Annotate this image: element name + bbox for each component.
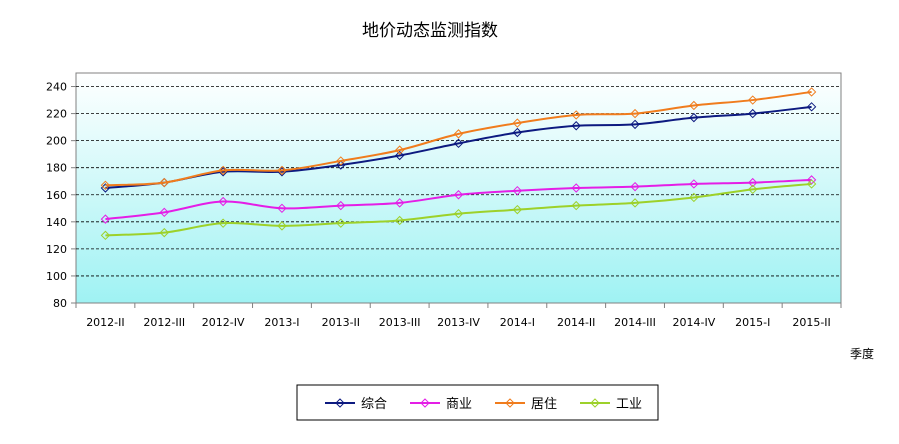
data-point-marker <box>512 118 523 128</box>
data-point-marker <box>394 198 405 208</box>
data-point-marker <box>277 203 287 214</box>
x-tick-label: 2014-IV <box>673 316 716 329</box>
data-point-marker <box>689 100 699 111</box>
legend-item: 工业 <box>580 397 642 412</box>
data-point-marker <box>512 185 523 196</box>
legend-label: 居住 <box>531 397 557 412</box>
series-line <box>105 182 812 237</box>
data-point-marker <box>571 183 581 193</box>
x-axis-label: 季度 <box>850 346 874 361</box>
data-point-marker <box>336 218 346 228</box>
data-point-marker <box>100 180 111 191</box>
series-lines <box>100 87 817 241</box>
data-point-marker <box>571 200 581 211</box>
x-tick-label: 2015-II <box>792 316 830 329</box>
data-point-marker <box>159 207 169 218</box>
data-point-marker <box>512 127 523 138</box>
legend-label: 工业 <box>616 397 642 412</box>
data-point-marker <box>336 160 346 170</box>
x-tick-label: 2012-II <box>86 316 124 329</box>
plot-area <box>75 72 842 304</box>
data-point-marker <box>394 145 405 155</box>
legend-item: 居住 <box>495 397 557 412</box>
y-tick-label: 140 <box>46 216 67 229</box>
data-point-marker <box>100 230 111 241</box>
data-point-marker <box>571 121 581 131</box>
y-tick-label: 200 <box>46 135 67 148</box>
series-3 <box>100 87 817 191</box>
data-point-marker <box>453 190 464 200</box>
chart-title: 地价动态监测指数 <box>362 21 498 41</box>
legend-item: 商业 <box>410 397 472 412</box>
y-tick-label: 160 <box>46 189 67 202</box>
legend-label: 综合 <box>361 397 387 412</box>
data-point-marker <box>453 138 464 149</box>
legend-swatch-marker <box>420 398 430 408</box>
series-4 <box>100 179 817 241</box>
y-tick-label: 240 <box>46 81 67 94</box>
data-point-marker <box>748 177 758 188</box>
x-tick-label: 2012-III <box>143 316 185 329</box>
data-point-marker <box>336 200 346 211</box>
data-point-marker <box>453 208 464 219</box>
data-point-marker <box>748 108 758 119</box>
series-line <box>105 90 812 187</box>
data-point-marker <box>689 179 699 189</box>
data-point-marker <box>630 181 640 192</box>
legend-swatch-marker <box>335 398 345 408</box>
legend-label: 商业 <box>446 397 472 412</box>
data-point-marker <box>394 215 405 226</box>
series-line <box>105 105 812 189</box>
data-point-marker <box>100 214 111 224</box>
x-tick-label: 2014-I <box>500 316 535 329</box>
data-point-marker <box>748 95 758 105</box>
data-point-marker <box>806 87 817 97</box>
data-point-marker <box>689 192 699 203</box>
legend-swatch-marker <box>590 398 600 408</box>
data-point-marker <box>336 156 346 166</box>
y-axis: 80 100 120 140 160 180 200 220 240 <box>46 81 76 310</box>
data-point-marker <box>806 102 817 112</box>
data-point-marker <box>394 150 405 161</box>
data-point-marker <box>748 184 758 195</box>
x-axis: 2012-II 2012-III 2012-IV 2013-I 2013-II 2013-… <box>75 303 842 329</box>
x-tick-label: 2013-I <box>264 316 299 329</box>
data-point-marker <box>630 198 640 208</box>
x-tick-label: 2014-II <box>557 316 595 329</box>
data-point-marker <box>277 165 287 176</box>
data-point-marker <box>630 119 640 130</box>
legend: 综合 商业 居住 工业 <box>296 384 659 421</box>
series-line <box>105 178 812 221</box>
y-tick-label: 100 <box>46 270 67 283</box>
data-point-marker <box>806 175 817 185</box>
y-tick-label: 220 <box>46 108 67 121</box>
y-tick-label: 120 <box>46 243 67 256</box>
data-point-marker <box>806 179 817 189</box>
grid-lines <box>76 86 841 277</box>
data-point-marker <box>512 204 523 215</box>
x-tick-label: 2014-III <box>614 316 656 329</box>
data-point-marker <box>571 110 581 120</box>
x-tick-label: 2012-IV <box>202 316 245 329</box>
legend-item: 综合 <box>325 397 387 412</box>
data-point-marker <box>159 227 169 238</box>
y-tick-label: 80 <box>53 297 67 310</box>
data-point-marker <box>689 112 699 123</box>
x-tick-label: 2013-II <box>322 316 360 329</box>
x-tick-label: 2013-III <box>379 316 421 329</box>
y-tick-label: 180 <box>46 162 67 175</box>
data-point-marker <box>218 218 228 228</box>
data-point-marker <box>453 129 464 139</box>
series-2 <box>100 175 817 224</box>
data-point-marker <box>630 108 640 119</box>
data-point-marker <box>218 196 228 207</box>
data-point-marker <box>277 221 287 231</box>
x-tick-label: 2015-I <box>735 316 770 329</box>
data-point-marker <box>159 177 169 188</box>
legend-swatch-marker <box>505 398 515 408</box>
data-point-marker <box>218 165 228 176</box>
x-tick-label: 2013-IV <box>437 316 480 329</box>
